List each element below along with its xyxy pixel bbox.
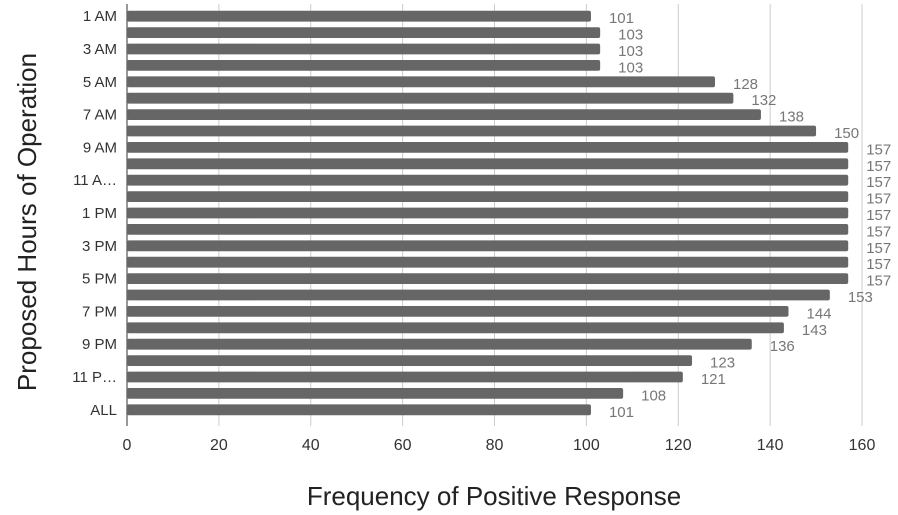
value-label: 132 (751, 92, 776, 109)
bar (127, 174, 849, 186)
value-label: 157 (866, 141, 891, 158)
value-label: 157 (866, 273, 891, 290)
value-label: 103 (618, 59, 643, 76)
bar (127, 59, 601, 71)
bars (127, 10, 849, 416)
bar (127, 223, 849, 235)
value-label: 157 (866, 207, 891, 224)
x-tick-label: 80 (486, 437, 504, 454)
bar (127, 92, 734, 104)
bar (127, 404, 591, 416)
bar (127, 371, 683, 383)
x-tick-label: 140 (757, 437, 784, 454)
bar (127, 240, 849, 252)
x-tick-label: 0 (123, 437, 132, 454)
bar (127, 322, 784, 334)
x-tick-label: 160 (849, 437, 876, 454)
x-tick-labels: 0 20 40 60 80 100 120 140 160 (123, 437, 876, 454)
category-label: 11 A… (73, 172, 117, 189)
bar (127, 338, 752, 350)
category-label: 3 PM (82, 238, 117, 255)
bar (127, 387, 624, 399)
bar (127, 355, 693, 367)
value-labels: 1011031031031281321381501571571571571571… (609, 10, 891, 421)
value-label: 144 (807, 305, 832, 322)
bar (127, 27, 601, 39)
value-label: 108 (641, 387, 666, 404)
value-label: 153 (848, 289, 873, 306)
category-label: 5 PM (82, 271, 117, 288)
value-label: 136 (770, 338, 795, 355)
value-label: 157 (866, 174, 891, 191)
y-axis-title: Proposed Hours of Operation (12, 53, 42, 391)
value-label: 103 (618, 27, 643, 44)
category-label: ALL (90, 402, 117, 419)
bar (127, 125, 817, 137)
value-label: 121 (701, 371, 726, 388)
category-label: 7 AM (83, 107, 117, 124)
x-tick-label: 20 (210, 437, 228, 454)
value-label: 101 (609, 404, 634, 421)
value-label: 157 (866, 191, 891, 208)
value-label: 123 (710, 355, 735, 372)
category-labels: 1 AM 3 AM 5 AM 7 AM 9 AM 11 A… 1 PM 3 PM 5 PM 7 P… (72, 8, 117, 419)
value-label: 157 (866, 240, 891, 257)
x-tick-label: 60 (394, 437, 412, 454)
value-label: 157 (866, 256, 891, 273)
value-label: 138 (779, 109, 804, 126)
value-label: 128 (733, 76, 758, 93)
x-tick-label: 100 (573, 437, 600, 454)
value-label: 103 (618, 43, 643, 60)
bar (127, 305, 789, 317)
bar (127, 141, 849, 153)
value-label: 157 (866, 158, 891, 175)
bar (127, 273, 849, 285)
category-label: 5 AM (83, 74, 117, 91)
bar (127, 256, 849, 268)
bar (127, 158, 849, 170)
x-tick-label: 40 (302, 437, 320, 454)
category-label: 1 PM (82, 205, 117, 222)
bar (127, 10, 591, 22)
bar (127, 43, 601, 55)
value-label: 157 (866, 223, 891, 240)
category-label: 9 AM (83, 139, 117, 156)
category-label: 7 PM (82, 303, 117, 320)
category-label: 11 P… (72, 369, 117, 386)
bar (127, 207, 849, 219)
bar (127, 289, 830, 301)
category-label: 9 PM (82, 336, 117, 353)
category-label: 1 AM (83, 8, 117, 25)
x-tick-label: 120 (665, 437, 692, 454)
x-axis-title: Frequency of Positive Response (307, 481, 681, 511)
value-label: 150 (834, 125, 859, 142)
bar (127, 109, 761, 121)
bar (127, 191, 849, 203)
bar (127, 76, 715, 88)
category-label: 3 AM (83, 41, 117, 58)
value-label: 143 (802, 322, 827, 339)
value-label: 101 (609, 10, 634, 27)
